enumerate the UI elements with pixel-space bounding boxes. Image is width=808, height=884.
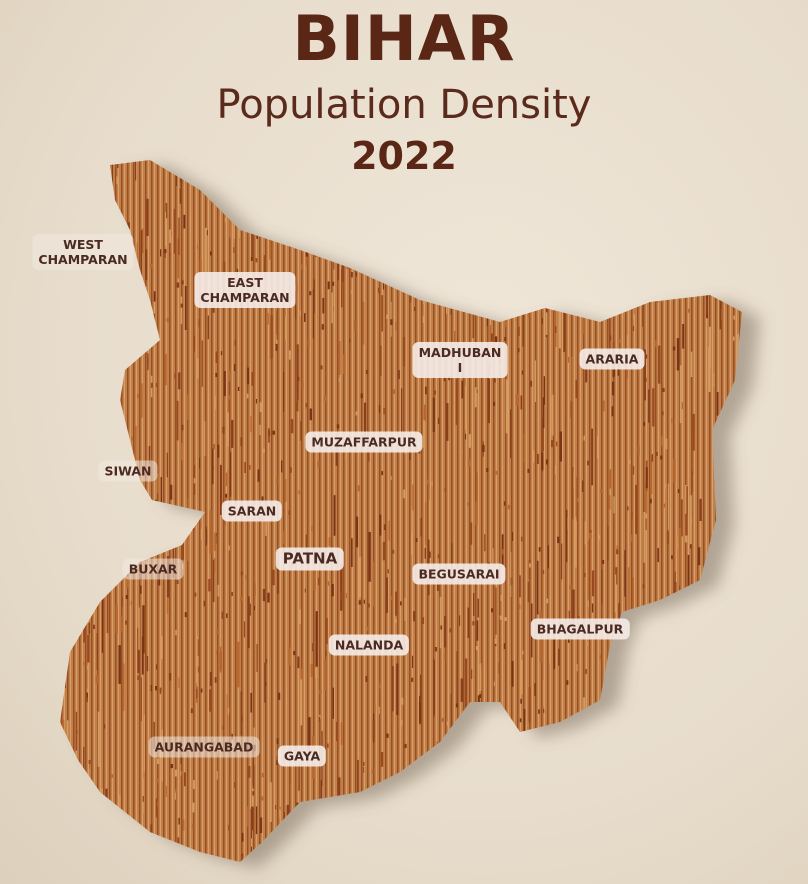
district-label-begusarai: BEGUSARAI <box>412 563 506 585</box>
district-label-west-champaran: WEST CHAMPARAN <box>32 234 134 270</box>
district-label-saran: SARAN <box>221 500 283 522</box>
bihar-outline <box>60 160 742 862</box>
district-label-patna: PATNA <box>275 547 345 571</box>
map-subtitle: Population Density <box>216 82 592 128</box>
district-label-muzaffarpur: MUZAFFARPUR <box>305 431 423 453</box>
district-label-gaya: GAYA <box>277 745 327 767</box>
district-label-east-champaran: EAST CHAMPARAN <box>194 272 296 308</box>
district-label-araria: ARARIA <box>579 348 645 370</box>
district-label-buxar: BUXAR <box>122 558 184 580</box>
district-label-aurangabad: AURANGABAD <box>148 736 260 758</box>
district-label-siwan: SIWAN <box>98 460 158 482</box>
district-label-nalanda: NALANDA <box>328 634 410 656</box>
district-label-bhagalpur: BHAGALPUR <box>530 618 630 640</box>
map-year: 2022 <box>351 134 457 178</box>
map-title: BIHAR <box>292 2 516 75</box>
district-label-madhubani: MADHUBAN I <box>412 342 508 378</box>
